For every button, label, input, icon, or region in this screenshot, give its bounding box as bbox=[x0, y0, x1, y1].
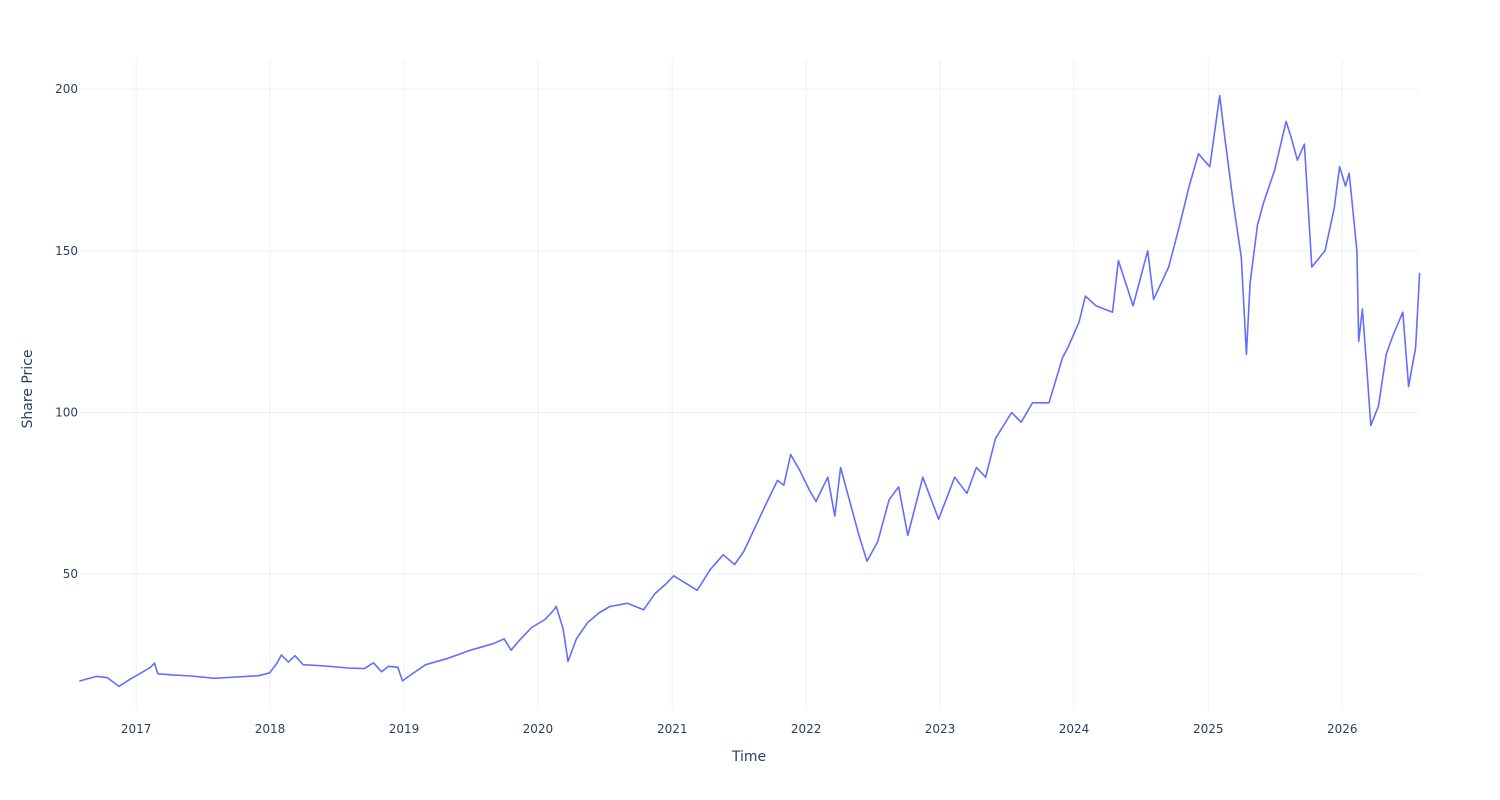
gridlines bbox=[80, 60, 1420, 710]
y-axis-ticks: 50 100 150 200 bbox=[55, 82, 78, 581]
x-axis-title: Time bbox=[731, 749, 766, 765]
x-axis-ticks: 2017 2018 2019 2020 2021 2022 2023 2024 2025 2026 bbox=[121, 722, 1358, 736]
x-tick-label: 2018 bbox=[255, 722, 286, 736]
series-line bbox=[79, 94, 1421, 688]
x-tick-label: 2019 bbox=[389, 722, 420, 736]
x-tick-label: 2017 bbox=[121, 722, 152, 736]
y-tick-label: 100 bbox=[55, 405, 78, 419]
series-layer bbox=[79, 94, 1421, 688]
x-tick-label: 2020 bbox=[523, 722, 554, 736]
y-tick-label: 150 bbox=[55, 244, 78, 258]
x-tick-label: 2025 bbox=[1193, 722, 1224, 736]
x-tick-label: 2022 bbox=[791, 722, 822, 736]
x-tick-label: 2026 bbox=[1327, 722, 1358, 736]
x-tick-label: 2024 bbox=[1059, 722, 1090, 736]
x-tick-label: 2023 bbox=[925, 722, 956, 736]
x-tick-label: 2021 bbox=[657, 722, 688, 736]
y-tick-label: 50 bbox=[63, 567, 78, 581]
y-axis-title: Share Price bbox=[20, 349, 36, 428]
y-tick-label: 200 bbox=[55, 82, 78, 96]
